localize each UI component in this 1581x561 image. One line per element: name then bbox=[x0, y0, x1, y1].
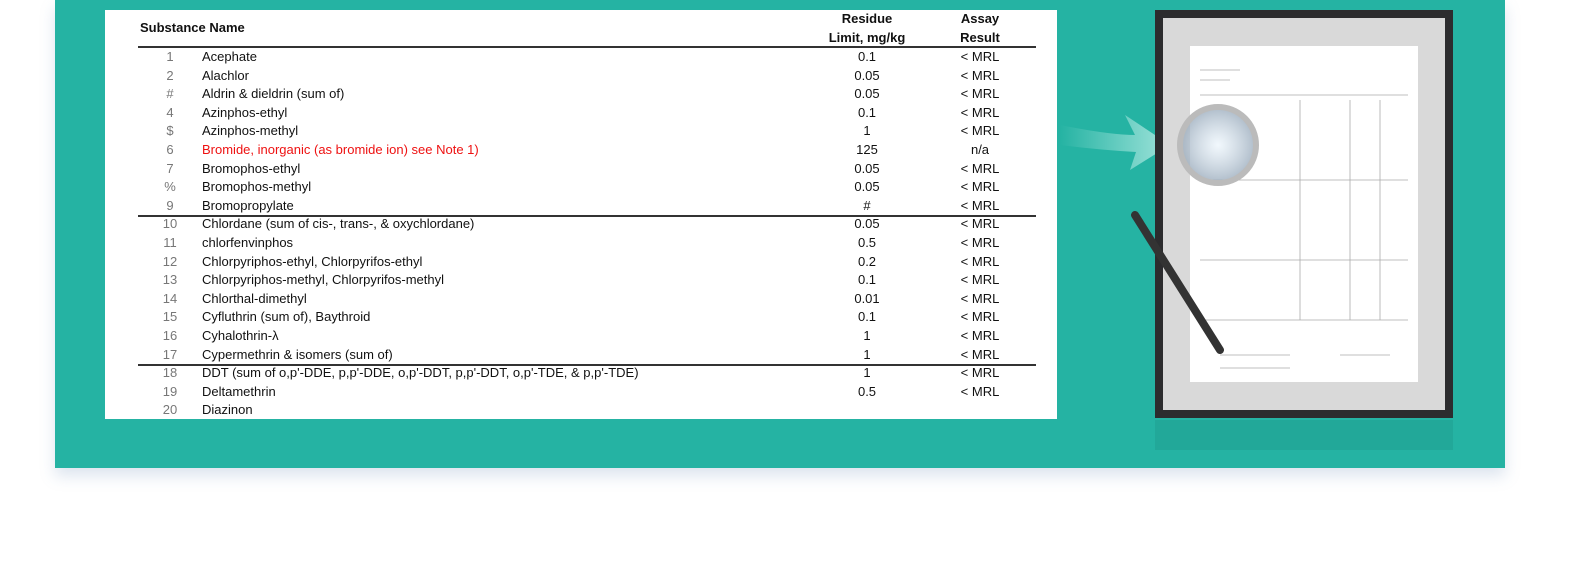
header-result: Result bbox=[960, 30, 1000, 45]
row-number: 1 bbox=[166, 49, 174, 64]
substance-name: Azinphos-ethyl bbox=[202, 104, 288, 120]
substance-name: Chlorthal-dimethyl bbox=[202, 290, 307, 306]
header-rule bbox=[138, 46, 1036, 48]
report-illustration bbox=[1060, 10, 1453, 450]
substance-name: Bromide, inorganic (as bromide ion) see … bbox=[202, 142, 479, 157]
residue-limit: 1 bbox=[863, 346, 871, 362]
row-number: 14 bbox=[162, 290, 178, 306]
header-limit: Residue bbox=[841, 11, 893, 26]
residue-limit: 0.05 bbox=[854, 67, 880, 83]
table: Substance Name Residue Limit, mg/kg Assa… bbox=[105, 10, 1057, 419]
substance-name: Bromophos-methyl bbox=[202, 179, 312, 195]
residue-limit: 125 bbox=[856, 142, 878, 157]
substance-name: Chlorpyriphos-ethyl, Chlorpyrifos-ethyl bbox=[202, 253, 423, 269]
assay-result: n/a bbox=[970, 142, 990, 157]
magnifier-handle bbox=[1131, 211, 1224, 354]
assay-result: < MRL bbox=[960, 160, 1000, 176]
report-lines bbox=[1200, 69, 1408, 369]
assay-result: < MRL bbox=[960, 197, 1000, 213]
substance-name: chlorfenvinphos bbox=[202, 235, 294, 250]
substance-name: Bromopropylate bbox=[202, 197, 294, 213]
assay-result: < MRL bbox=[960, 272, 1000, 288]
row-number: 15 bbox=[162, 309, 178, 325]
row-number: 6 bbox=[166, 142, 174, 157]
magnifier-lens bbox=[1177, 104, 1259, 186]
row-number: 20 bbox=[162, 402, 178, 418]
substance-name: Cyhalothrin-λ bbox=[202, 328, 279, 343]
residue-limit: 0.1 bbox=[857, 104, 877, 120]
substance-name: Deltamethrin bbox=[202, 383, 276, 399]
residue-limit: 1 bbox=[863, 328, 871, 343]
group-rule bbox=[138, 215, 1036, 217]
residue-limit: 0.05 bbox=[854, 179, 880, 195]
assay-result: < MRL bbox=[960, 290, 1000, 306]
residue-limit: 0.05 bbox=[854, 216, 880, 232]
row-number: 17 bbox=[162, 346, 178, 362]
residue-limit: # bbox=[863, 197, 871, 213]
assay-result: < MRL bbox=[960, 328, 1000, 343]
row-number: % bbox=[164, 179, 176, 195]
residue-limit: 0.1 bbox=[857, 309, 877, 325]
row-number: 2 bbox=[166, 67, 174, 83]
assay-result: < MRL bbox=[960, 309, 1000, 325]
row-number: 11 bbox=[163, 235, 177, 250]
assay-result: < MRL bbox=[960, 179, 1000, 195]
row-number: 12 bbox=[162, 253, 178, 269]
assay-result: < MRL bbox=[960, 49, 1000, 64]
row-number: # bbox=[166, 86, 174, 102]
substance-name: Chlordane (sum of cis-, trans-, & oxychl… bbox=[202, 216, 475, 232]
substance-name: Cypermethrin & isomers (sum of) bbox=[202, 346, 393, 362]
row-number: 7 bbox=[166, 160, 174, 176]
header-name: Substance Name bbox=[140, 20, 245, 35]
row-number: 4 bbox=[166, 104, 174, 120]
row-number: 10 bbox=[162, 216, 178, 232]
substance-name: Bromophos-ethyl bbox=[202, 160, 301, 176]
residue-limit: 0.05 bbox=[854, 86, 880, 102]
arrow bbox=[1060, 115, 1170, 170]
assay-result: < MRL bbox=[960, 123, 1000, 139]
row-number: 19 bbox=[162, 383, 178, 399]
assay-result: < MRL bbox=[960, 383, 1000, 399]
substance-name: Alachlor bbox=[202, 67, 249, 83]
assay-result: < MRL bbox=[960, 216, 1000, 232]
substance-name: Azinphos-methyl bbox=[202, 123, 299, 139]
assay-result: < MRL bbox=[960, 235, 1000, 250]
residue-limit: 0.5 bbox=[857, 383, 877, 399]
assay-result: < MRL bbox=[960, 104, 1000, 120]
substance-name: Cyfluthrin (sum of), Baythroid bbox=[202, 309, 371, 325]
substance-name: Aldrin & dieldrin (sum of) bbox=[202, 86, 345, 102]
residue-limit: 1 bbox=[863, 123, 871, 139]
residue-limit: 0.05 bbox=[854, 160, 880, 176]
assay-result: < MRL bbox=[960, 253, 1000, 269]
header-result: Assay bbox=[960, 11, 1000, 26]
residue-limit: 0.5 bbox=[857, 235, 877, 250]
report bbox=[1190, 46, 1418, 382]
residue-limit: 0.1 bbox=[857, 272, 877, 288]
group-rule bbox=[138, 364, 1036, 366]
row-number: 13 bbox=[162, 272, 178, 288]
substance-name: DDT (sum of o,p'-DDE, p,p'-DDE, o,p'-DDT… bbox=[202, 365, 639, 381]
shadow bbox=[1155, 420, 1453, 450]
row-number: 16 bbox=[162, 328, 178, 343]
residue-limit: 0.1 bbox=[857, 49, 877, 64]
substance-name: Acephate bbox=[202, 49, 257, 64]
row-number: 18 bbox=[162, 365, 178, 381]
assay-result: < MRL bbox=[960, 67, 1000, 83]
row-number: 9 bbox=[166, 197, 174, 213]
residue-limit: 0.2 bbox=[857, 253, 877, 269]
residue-limit: 0.01 bbox=[854, 290, 880, 306]
substance-name: Diazinon bbox=[202, 402, 253, 418]
substance-name: Chlorpyriphos-methyl, Chlorpyrifos-methy… bbox=[202, 272, 445, 288]
assay-result: < MRL bbox=[960, 365, 1000, 381]
assay-result: < MRL bbox=[960, 346, 1000, 362]
row-number: $ bbox=[166, 123, 174, 139]
assay-result: < MRL bbox=[960, 86, 1000, 102]
residue-limit: 1 bbox=[863, 365, 871, 381]
header-limit: Limit, mg/kg bbox=[828, 30, 906, 45]
